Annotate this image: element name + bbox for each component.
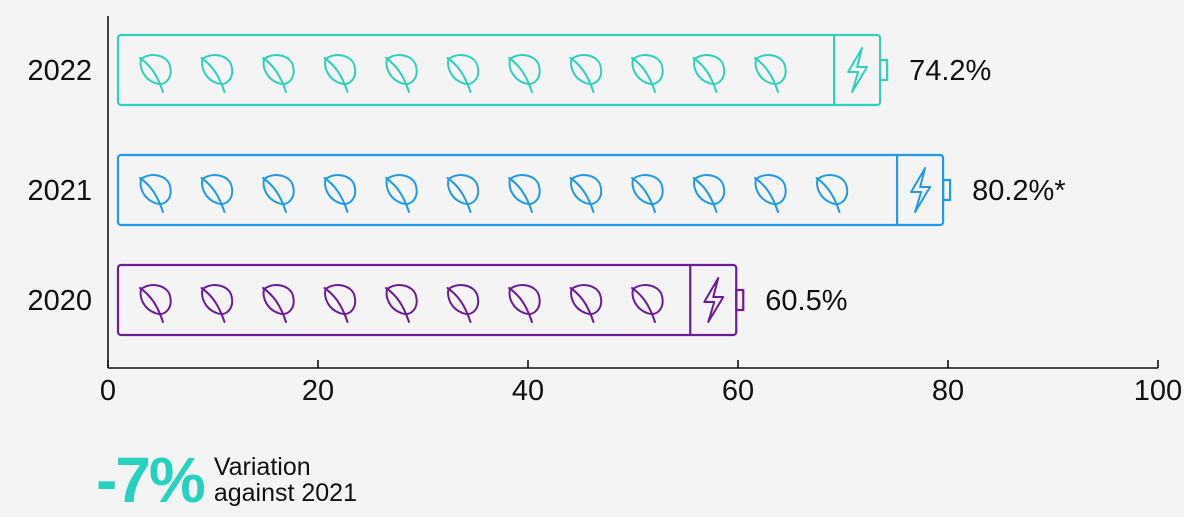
y-category-label: 2021 bbox=[27, 175, 92, 207]
bar-row-2020: 2020 60.5% bbox=[27, 263, 847, 337]
bar-value-label: 80.2%* bbox=[972, 175, 1066, 207]
leaf-icon bbox=[200, 174, 234, 213]
leaf-icon bbox=[323, 174, 357, 213]
bar-value-label: 60.5% bbox=[765, 285, 847, 317]
leaf-icon bbox=[262, 174, 295, 213]
leaf-icon bbox=[631, 174, 664, 213]
x-tick-label: 100 bbox=[1134, 375, 1182, 407]
leaf-icon bbox=[508, 54, 541, 93]
variation-label-line-1: Variation bbox=[213, 453, 311, 481]
x-tick-label: 80 bbox=[932, 375, 964, 407]
leaf-icon bbox=[385, 54, 418, 93]
x-tick-label: 60 bbox=[722, 375, 754, 407]
leaf-icon bbox=[446, 54, 480, 93]
leaf-icon bbox=[200, 54, 234, 93]
leaf-icon bbox=[139, 284, 172, 323]
x-tick-label: 20 bbox=[302, 375, 334, 407]
variation-summary: -7% Variation against 2021 bbox=[96, 448, 357, 512]
leaf-icon bbox=[139, 174, 172, 213]
x-tick-label: 0 bbox=[100, 375, 116, 407]
leaf-icon bbox=[754, 54, 787, 93]
bar-value-label: 74.2% bbox=[909, 55, 991, 87]
battery-cap bbox=[735, 288, 745, 312]
leaf-icon bbox=[569, 54, 603, 93]
leaf-icon bbox=[446, 284, 480, 323]
leaf-icon bbox=[631, 284, 664, 323]
lightning-bolt-icon bbox=[847, 47, 869, 93]
bar-row-2021: 2021 80.2%* bbox=[27, 153, 1066, 227]
y-category-label: 2020 bbox=[27, 285, 92, 317]
leaf-icon bbox=[508, 174, 541, 213]
leaf-icon bbox=[815, 174, 849, 213]
leaf-icon bbox=[139, 54, 172, 93]
leaf-icon bbox=[200, 284, 234, 323]
battery-cap bbox=[878, 58, 889, 82]
leaf-icon bbox=[385, 284, 418, 323]
variation-value: -7% bbox=[96, 444, 206, 516]
leaf-icon bbox=[569, 284, 603, 323]
leaf-icon bbox=[569, 174, 603, 213]
leaf-icon bbox=[692, 54, 726, 93]
bar-row-2022: 2022 74.2% bbox=[27, 33, 991, 107]
leaf-icon bbox=[262, 284, 295, 323]
lightning-bolt-icon bbox=[703, 277, 725, 323]
variation-label-line-2: against 2021 bbox=[213, 478, 357, 507]
leaf-icon bbox=[508, 284, 541, 323]
leaf-icon bbox=[446, 174, 480, 213]
x-tick-label: 40 bbox=[512, 375, 544, 407]
leaf-icon bbox=[262, 54, 295, 93]
y-category-label: 2022 bbox=[27, 55, 92, 87]
variation-description: Variation against 2021 bbox=[213, 453, 357, 507]
leaf-icon bbox=[692, 174, 726, 213]
lightning-bolt-icon bbox=[910, 167, 932, 213]
leaf-icon bbox=[754, 174, 787, 213]
leaf-icon bbox=[323, 54, 357, 93]
leaf-icon bbox=[631, 54, 664, 93]
battery-cap bbox=[941, 178, 952, 202]
leaf-icon bbox=[385, 174, 418, 213]
leaf-icon bbox=[323, 284, 357, 323]
